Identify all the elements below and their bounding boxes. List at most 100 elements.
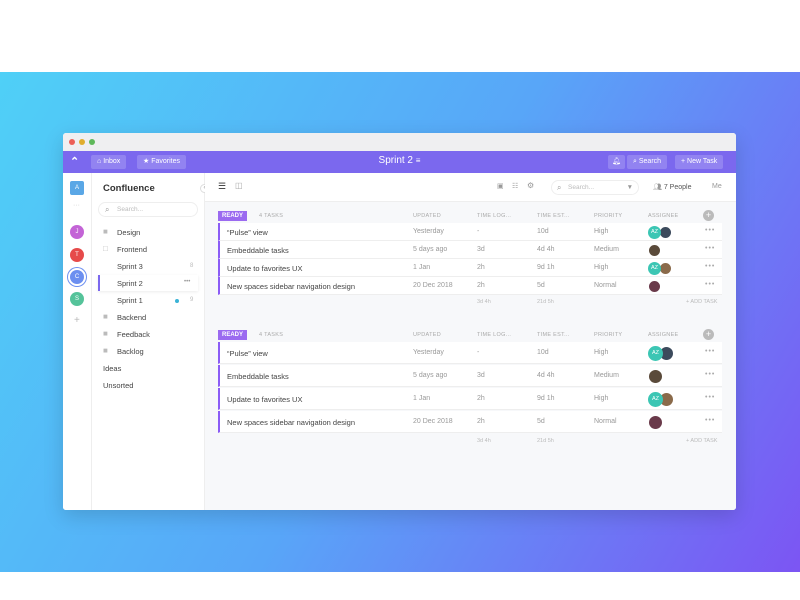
- new-task-button[interactable]: + New Task: [675, 155, 724, 169]
- search-button[interactable]: ⌕ Search: [627, 155, 668, 169]
- column-header[interactable]: TIME LOG...: [477, 332, 512, 338]
- sidebar-item[interactable]: Sprint 2: [117, 279, 143, 288]
- more-options-icon[interactable]: •••: [705, 416, 716, 424]
- priority[interactable]: Normal: [594, 417, 617, 425]
- task-row[interactable]: Embeddable tasks 5 days ago 3d 4d 4h Med…: [218, 241, 722, 259]
- app-window: ⌃ ⌂ Inbox ★ Favorites Sprint 2 ≡ 🔔︎ ⌕ Se…: [63, 133, 736, 510]
- column-header[interactable]: ASSIGNEE: [648, 332, 679, 338]
- workspace-avatar[interactable]: A: [70, 181, 84, 195]
- assignee-avatar[interactable]: AZ: [648, 225, 661, 239]
- task-name[interactable]: “Pulse” view: [227, 227, 268, 237]
- column-header[interactable]: ASSIGNEE: [648, 213, 679, 219]
- more-options-icon[interactable]: •••: [705, 244, 716, 252]
- workspace-avatar[interactable]: J: [70, 225, 84, 239]
- inbox-button[interactable]: ⌂ Inbox: [91, 155, 127, 169]
- more-options-icon[interactable]: •••: [705, 393, 716, 401]
- more-options-icon[interactable]: •••: [705, 226, 716, 234]
- board-view-icon[interactable]: ◫: [235, 181, 243, 190]
- sidebar-item[interactable]: Ideas: [103, 364, 121, 373]
- task-row[interactable]: “Pulse” view Yesterday - 10d High AZ •••: [218, 223, 722, 241]
- add-task-button[interactable]: + ADD TASK: [686, 299, 718, 305]
- assignee-avatar[interactable]: AZ: [648, 391, 663, 407]
- assignee-avatar[interactable]: AZ: [648, 261, 661, 275]
- assignee-photo-avatar[interactable]: [648, 368, 663, 384]
- task-search-input[interactable]: ⌕ Search... ▼: [551, 180, 639, 195]
- priority[interactable]: High: [594, 263, 609, 271]
- subtasks-icon[interactable]: ▣: [497, 183, 504, 190]
- favorites-button[interactable]: ★ Favorites: [137, 155, 187, 169]
- task-name[interactable]: Update to favorites UX: [227, 394, 303, 404]
- updated-date: 20 Dec 2018: [413, 417, 453, 425]
- task-row[interactable]: “Pulse” view Yesterday - 10d High AZ •••: [218, 342, 722, 364]
- more-icon[interactable]: ···: [73, 202, 80, 209]
- column-header[interactable]: PRIORITY: [594, 332, 623, 338]
- sidebar-item[interactable]: □ Frontend: [103, 244, 147, 254]
- sidebar-item[interactable]: ■ Backlog: [103, 346, 144, 356]
- add-task-button[interactable]: + ADD TASK: [686, 438, 718, 444]
- workspace-avatar[interactable]: T: [70, 248, 84, 262]
- task-row[interactable]: Update to favorites UX 1 Jan 2h 9d 1h Hi…: [218, 388, 722, 410]
- me-filter-button[interactable]: Me: [712, 183, 722, 190]
- add-column-icon[interactable]: +: [703, 329, 714, 340]
- priority[interactable]: Medium: [594, 245, 619, 253]
- settings-gear-icon[interactable]: ⚙: [527, 181, 535, 190]
- assignee-photo-avatar[interactable]: [648, 243, 661, 257]
- task-row[interactable]: New spaces sidebar navigation design 20 …: [218, 277, 722, 295]
- more-options-icon[interactable]: •••: [184, 279, 191, 285]
- sidebar-item[interactable]: Sprint 1: [117, 296, 143, 305]
- task-name[interactable]: New spaces sidebar navigation design: [227, 281, 355, 291]
- more-options-icon[interactable]: •••: [705, 347, 716, 355]
- task-name[interactable]: Embeddable tasks: [227, 371, 289, 381]
- add-column-icon[interactable]: +: [703, 210, 714, 221]
- clickup-logo-icon[interactable]: ⌃: [70, 156, 80, 168]
- sidebar-item[interactable]: ■ Backend: [103, 312, 146, 322]
- bell-icon[interactable]: 🔔︎: [608, 155, 625, 169]
- task-name[interactable]: Update to favorites UX: [227, 263, 303, 273]
- column-header[interactable]: UPDATED: [413, 213, 441, 219]
- priority[interactable]: High: [594, 227, 609, 235]
- people-button[interactable]: 👥︎ 7 People: [653, 183, 691, 191]
- priority[interactable]: High: [594, 348, 609, 356]
- filter-icon[interactable]: ▼: [626, 184, 633, 191]
- people-count: 7 People: [663, 184, 692, 191]
- assignee-avatar[interactable]: AZ: [648, 345, 663, 361]
- workspace-avatar[interactable]: C: [70, 270, 84, 284]
- total-time-estimate: 21d 5h: [537, 299, 554, 305]
- status-badge[interactable]: READY: [218, 330, 248, 340]
- close-window-button[interactable]: [69, 139, 75, 145]
- task-name[interactable]: “Pulse” view: [227, 348, 268, 358]
- column-header[interactable]: UPDATED: [413, 332, 441, 338]
- more-options-icon[interactable]: •••: [705, 370, 716, 378]
- more-options-icon[interactable]: •••: [705, 262, 716, 270]
- sidebar-item[interactable]: ■ Design: [103, 227, 140, 237]
- sidebar-item-label: Sprint 3: [117, 262, 143, 271]
- assignee-photo-avatar[interactable]: [648, 414, 663, 430]
- column-header[interactable]: TIME EST...: [537, 213, 570, 219]
- assignee-photo-avatar[interactable]: [648, 279, 661, 293]
- task-row[interactable]: New spaces sidebar navigation design 20 …: [218, 411, 722, 433]
- priority[interactable]: Normal: [594, 281, 617, 289]
- task-name[interactable]: New spaces sidebar navigation design: [227, 417, 355, 427]
- task-name[interactable]: Embeddable tasks: [227, 245, 289, 255]
- column-header[interactable]: TIME EST...: [537, 332, 570, 338]
- column-header[interactable]: PRIORITY: [594, 213, 623, 219]
- sidebar-search-input[interactable]: ⌕ Search...: [98, 202, 198, 217]
- workspace-avatar[interactable]: S: [70, 292, 84, 306]
- sidebar-item[interactable]: ■ Feedback: [103, 329, 150, 339]
- task-row[interactable]: Update to favorites UX 1 Jan 2h 9d 1h Hi…: [218, 259, 722, 277]
- add-workspace-button[interactable]: +: [74, 315, 80, 326]
- task-count: 4 TASKS: [259, 332, 284, 338]
- columns-icon[interactable]: ☷: [512, 183, 519, 190]
- column-header[interactable]: TIME LOG...: [477, 213, 512, 219]
- more-options-icon[interactable]: •••: [705, 280, 716, 288]
- priority[interactable]: Medium: [594, 371, 619, 379]
- menu-lines-icon[interactable]: ≡: [415, 156, 421, 165]
- priority[interactable]: High: [594, 394, 609, 402]
- list-view-icon[interactable]: ☰: [218, 181, 227, 191]
- maximize-window-button[interactable]: [89, 139, 95, 145]
- status-badge[interactable]: READY: [218, 211, 248, 221]
- task-row[interactable]: Embeddable tasks 5 days ago 3d 4d 4h Med…: [218, 365, 722, 387]
- minimize-window-button[interactable]: [79, 139, 85, 145]
- sidebar-item[interactable]: Sprint 3: [117, 262, 143, 271]
- sidebar-item[interactable]: Unsorted: [103, 381, 133, 390]
